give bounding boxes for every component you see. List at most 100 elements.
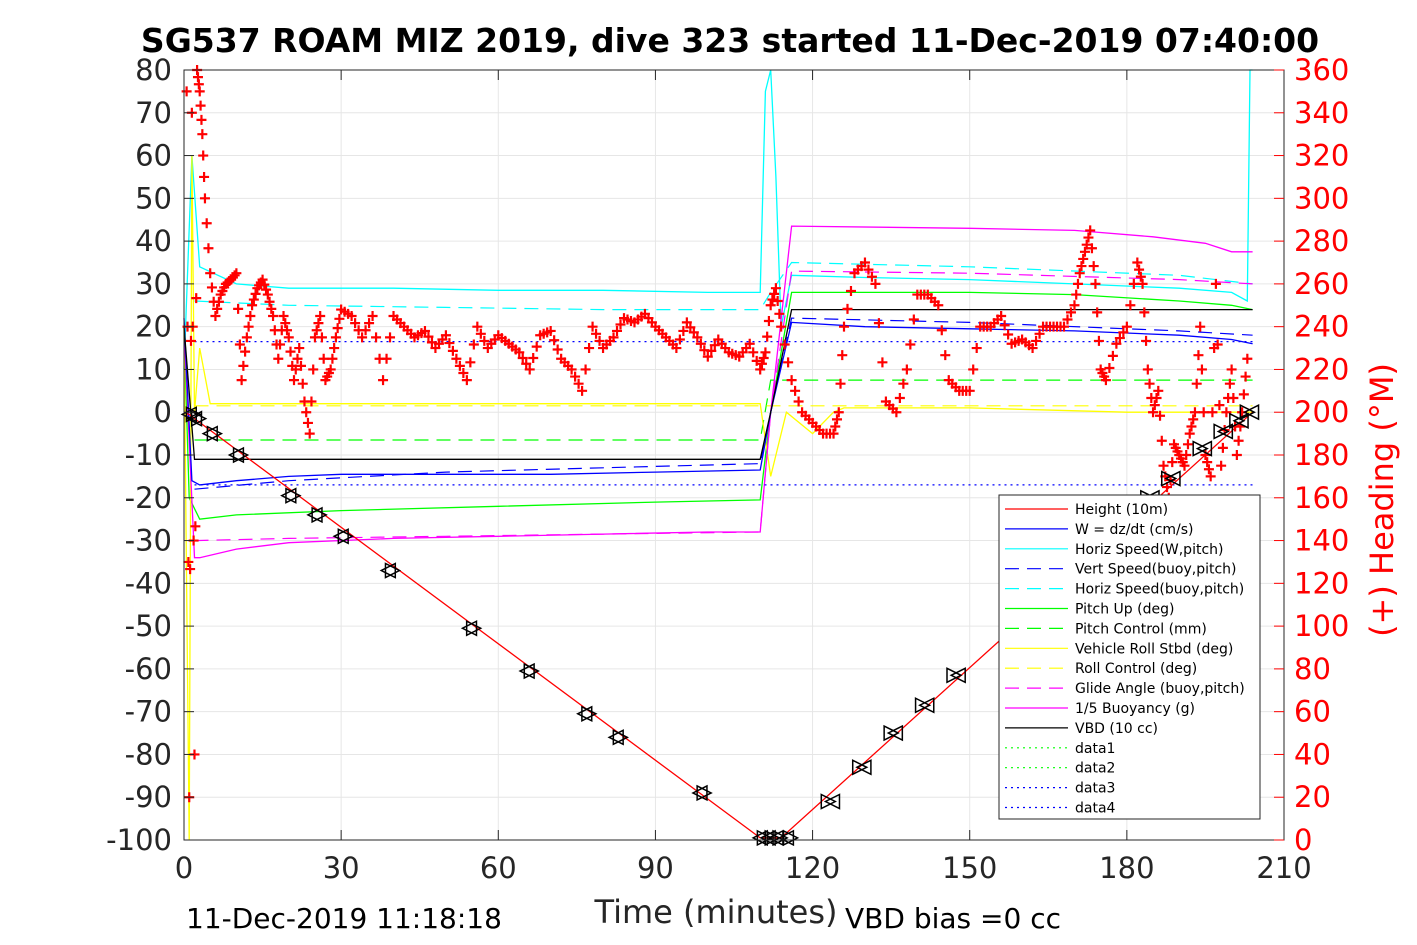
heading-point: [1125, 300, 1136, 311]
heading-point: [706, 345, 717, 356]
heading-point: [181, 86, 192, 97]
climb-marker-right: [820, 793, 837, 810]
heading-point: [1182, 439, 1193, 450]
heading-point: [524, 364, 535, 375]
right-tick-label: 0: [1294, 823, 1312, 857]
heading-point: [1118, 327, 1129, 338]
heading-point: [201, 218, 212, 229]
series-horiz-speed-buoy-pitch: [194, 261, 1253, 311]
heading-point: [378, 375, 389, 386]
heading-point: [1228, 392, 1239, 403]
heading-point: [1217, 442, 1228, 453]
heading-point: [199, 193, 210, 204]
right-axis-ticks: 0 20 40 60 80 100 120 140 160 180 200 220 240 260 280 3…: [1274, 53, 1349, 857]
heading-point: [1079, 246, 1090, 257]
x-axis-label: Time (minutes): [594, 893, 838, 931]
heading-point: [774, 308, 785, 319]
heading-point: [191, 293, 202, 304]
heading-point: [183, 556, 194, 567]
dive-marker-right: [185, 406, 203, 423]
heading-point: [1100, 375, 1111, 386]
heading-point: [419, 325, 430, 336]
legend-label: data2: [1075, 761, 1115, 777]
heading-point: [790, 385, 801, 396]
heading-point: [999, 320, 1010, 331]
heading-point: [1184, 428, 1195, 439]
x-axis-ticks: 0 30 60 90 120 150 180 210: [175, 70, 1312, 885]
climb-marker-left: [1195, 440, 1213, 457]
y-tick-label: 40: [135, 224, 172, 258]
dive-marker-left: [518, 662, 535, 680]
heading-point: [1085, 225, 1096, 236]
heading-point: [329, 343, 340, 354]
heading-point: [1226, 364, 1237, 375]
legend-label: W = dz/dt (cm/s): [1075, 522, 1194, 538]
climb-marker-right: [914, 697, 932, 714]
dive-marker-left: [332, 528, 349, 545]
legend-label: Vehicle Roll Stbd (deg): [1075, 641, 1233, 657]
heading-point: [301, 407, 312, 418]
heading-point: [282, 325, 293, 336]
heading-point: [762, 331, 773, 342]
heading-point: [206, 282, 217, 293]
heading-point: [233, 303, 244, 314]
legend-label: Glide Angle (buoy,pitch): [1075, 681, 1245, 697]
right-tick-label: 60: [1294, 695, 1331, 729]
heading-point: [292, 353, 303, 364]
heading-point: [1210, 278, 1221, 289]
right-axis-label: (+) Heading (°M): [1363, 363, 1401, 637]
heading-point: [758, 353, 769, 364]
heading-point: [371, 332, 382, 343]
heading-point: [357, 332, 368, 343]
heading-point: [1186, 421, 1197, 432]
heading-point: [289, 375, 299, 386]
heading-point: [229, 270, 240, 281]
heading-point: [1128, 278, 1139, 289]
heading-point: [793, 396, 804, 407]
x-tick-label: 60: [480, 851, 517, 885]
heading-point: [772, 296, 783, 306]
depth-marker-layer: [180, 404, 1260, 847]
heading-point: [1071, 289, 1082, 300]
heading-point: [1188, 414, 1199, 425]
heading-point: [213, 296, 224, 307]
dive-marker-right: [523, 662, 540, 680]
heading-point: [521, 358, 532, 369]
y-tick-label: -20: [125, 481, 172, 515]
heading-point: [1238, 389, 1249, 400]
heading-point: [1074, 268, 1085, 279]
heading-point: [330, 332, 341, 343]
heading-point: [472, 321, 483, 332]
heading-point: [891, 407, 902, 418]
heading-point: [1212, 339, 1223, 350]
heading-point: [197, 129, 208, 140]
heading-point: [440, 330, 451, 341]
heading-point: [1240, 371, 1251, 382]
heading-point: [894, 392, 905, 403]
heading-point: [702, 351, 713, 362]
climb-marker-left: [1164, 470, 1181, 487]
heading-layer: [181, 65, 1253, 803]
heading-point: [1193, 350, 1204, 361]
heading-point: [306, 396, 317, 407]
x-tick-label: 150: [942, 851, 997, 885]
heading-point: [573, 378, 584, 389]
heading-point: [671, 343, 682, 354]
dive-marker-left: [691, 784, 708, 802]
x-tick-label: 120: [785, 851, 840, 885]
heading-point: [832, 414, 843, 425]
heading-point: [364, 318, 375, 329]
dive-marker-right: [782, 829, 800, 847]
heading-point: [308, 364, 319, 375]
heading-point: [261, 284, 272, 295]
heading-point: [1031, 335, 1042, 346]
heading-point: [294, 343, 305, 354]
right-tick-label: 300: [1294, 181, 1349, 215]
legend-label: data3: [1075, 781, 1115, 797]
heading-point: [678, 325, 689, 336]
climb-marker-left: [823, 793, 841, 810]
y-axis-ticks: -100-90-80-70-60-50-40-30-20-10010203040…: [106, 53, 194, 857]
heading-point: [1134, 264, 1145, 275]
heading-point: [870, 278, 881, 289]
heading-point: [837, 350, 848, 361]
